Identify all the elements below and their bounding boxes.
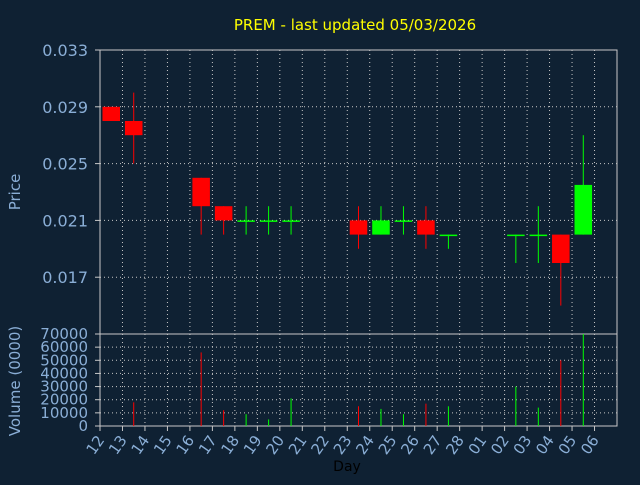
candle-body — [124, 121, 143, 136]
price-y-tick-labels: 0.033 0.029 0.025 0.021 0.017 — [42, 41, 88, 287]
x-tick-label: 01 — [465, 432, 491, 458]
candle-body — [507, 234, 525, 237]
price-tick-label: 0.025 — [42, 155, 88, 174]
candle-body — [394, 220, 413, 222]
price-tick-label: 0.017 — [42, 268, 88, 287]
x-tick-label: 12 — [83, 432, 109, 458]
price-tick-label: 0.033 — [42, 41, 88, 60]
candle-body — [102, 106, 121, 121]
candle-body — [372, 220, 390, 235]
volume-tick-label: 70000 — [40, 325, 88, 343]
price-frame-border — [99, 49, 618, 335]
candle-body — [214, 206, 233, 221]
x-tick-label: 20 — [262, 432, 288, 458]
x-tick-label: 03 — [510, 432, 536, 458]
volume-tick-label: 50000 — [40, 351, 88, 369]
x-tick-label: 28 — [442, 432, 468, 458]
candle-body — [574, 184, 593, 235]
x-tick-label: 25 — [375, 432, 401, 458]
volume-tick-label: 30000 — [40, 378, 88, 396]
x-tick-label: 04 — [532, 432, 558, 458]
x-tick-label: 16 — [172, 432, 198, 458]
x-tick-label: 06 — [577, 432, 603, 458]
candle-body — [349, 220, 368, 235]
candle-body — [237, 220, 255, 222]
volume-gridlines — [95, 333, 617, 427]
x-tick-label: 26 — [397, 432, 423, 458]
volume-tick-label: 10000 — [40, 404, 88, 422]
x-tick-label: 02 — [487, 432, 513, 458]
candle-body — [529, 234, 548, 237]
price-tick-label: 0.029 — [42, 98, 88, 117]
price-axis-label: Price — [6, 174, 24, 211]
price-candles — [102, 92, 593, 306]
candle-body — [282, 220, 300, 222]
x-tick-label: 05 — [555, 432, 581, 458]
price-gridlines — [95, 49, 617, 334]
x-tick-label: 18 — [217, 432, 243, 458]
candle-body — [192, 177, 210, 207]
volume-bars — [133, 334, 584, 426]
x-tick-label: 17 — [195, 432, 221, 458]
price-panel — [99, 49, 618, 335]
x-tick-label: 14 — [128, 432, 154, 458]
candle-body — [439, 234, 458, 237]
volume-tick-label: 40000 — [40, 364, 88, 382]
x-tick-label: 15 — [150, 432, 176, 458]
price-tick-label: 0.021 — [42, 211, 88, 230]
candle-body — [259, 220, 278, 222]
x-tick-labels: 1213141516171819202122232425262728010203… — [83, 426, 603, 458]
x-tick-label: 22 — [307, 432, 333, 458]
x-axis-label: Day — [333, 459, 361, 475]
x-tick-label: 24 — [352, 432, 378, 458]
candle-body — [552, 234, 570, 263]
x-tick-label: 21 — [285, 432, 311, 458]
x-tick-label: 19 — [240, 432, 266, 458]
x-tick-label: 13 — [105, 432, 131, 458]
chart-title: PREM - last updated 05/03/2026 — [234, 16, 476, 34]
candle-body — [417, 220, 435, 235]
x-tick-label: 23 — [330, 432, 356, 458]
volume-tick-label: 60000 — [40, 338, 88, 356]
volume-tick-label: 20000 — [40, 391, 88, 409]
x-tick-label: 27 — [420, 432, 446, 458]
volume-tick-label: 0 — [78, 417, 88, 435]
volume-axis-label: Volume (0000) — [6, 326, 24, 436]
